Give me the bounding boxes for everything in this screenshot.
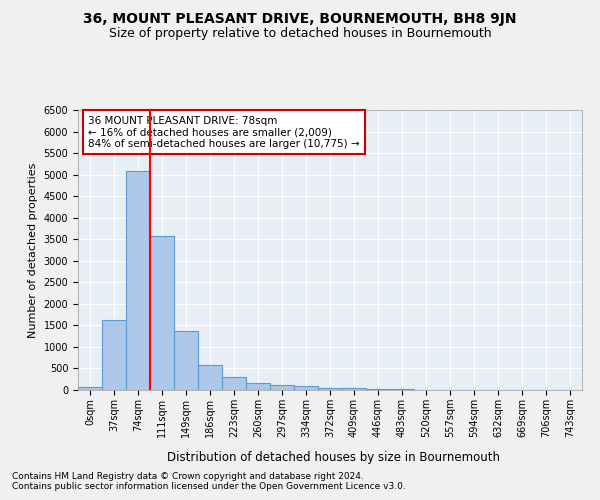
Text: 36 MOUNT PLEASANT DRIVE: 78sqm
← 16% of detached houses are smaller (2,009)
84% : 36 MOUNT PLEASANT DRIVE: 78sqm ← 16% of … — [88, 116, 360, 149]
Text: Contains HM Land Registry data © Crown copyright and database right 2024.: Contains HM Land Registry data © Crown c… — [12, 472, 364, 481]
Bar — [150, 236, 174, 390]
Text: 36, MOUNT PLEASANT DRIVE, BOURNEMOUTH, BH8 9JN: 36, MOUNT PLEASANT DRIVE, BOURNEMOUTH, B… — [83, 12, 517, 26]
Bar — [102, 320, 126, 390]
Bar — [78, 387, 102, 390]
Text: Distribution of detached houses by size in Bournemouth: Distribution of detached houses by size … — [167, 451, 500, 464]
Bar — [246, 384, 270, 390]
Bar — [126, 171, 150, 390]
Text: Size of property relative to detached houses in Bournemouth: Size of property relative to detached ho… — [109, 28, 491, 40]
Bar — [294, 386, 318, 390]
Bar — [270, 385, 294, 390]
Bar — [198, 365, 222, 390]
Y-axis label: Number of detached properties: Number of detached properties — [28, 162, 38, 338]
Bar — [222, 378, 246, 390]
Text: Contains public sector information licensed under the Open Government Licence v3: Contains public sector information licen… — [12, 482, 406, 491]
Bar — [174, 330, 198, 390]
Bar — [318, 388, 342, 390]
Bar — [342, 388, 366, 390]
